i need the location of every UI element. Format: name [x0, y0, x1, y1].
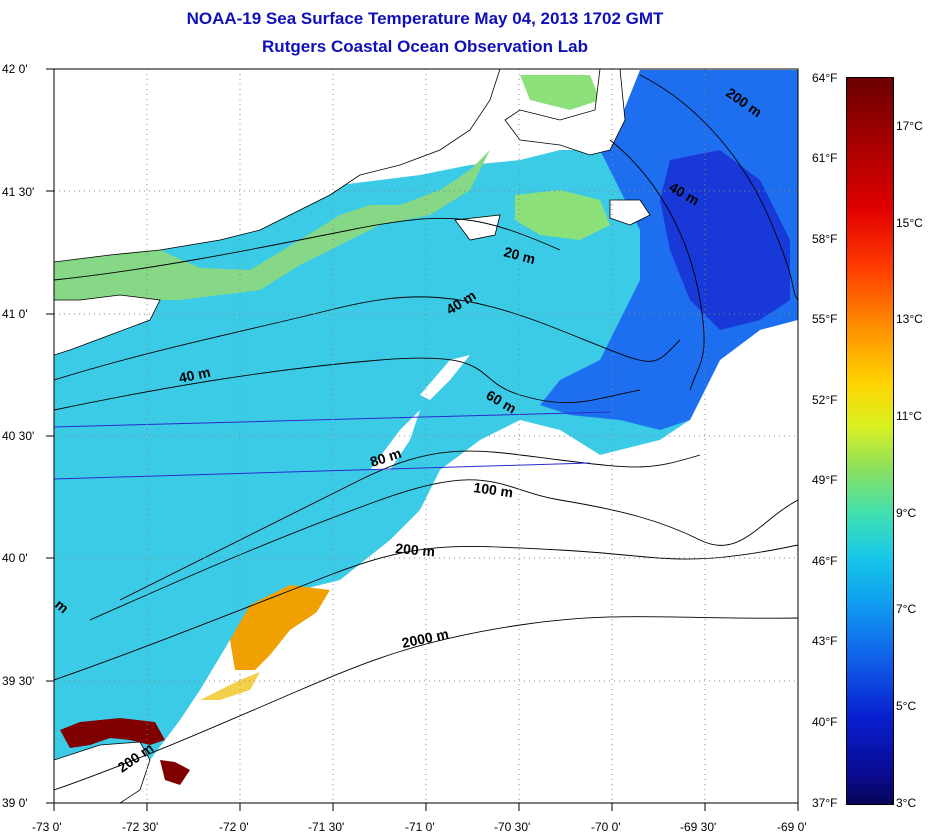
celsius-label: 5°C	[896, 699, 917, 713]
fahrenheit-label: 52°F	[812, 393, 838, 407]
cold-water-region	[540, 70, 798, 430]
lat-label: 40 0'	[2, 551, 28, 565]
fahrenheit-label: 64°F	[812, 71, 838, 85]
land-mass	[454, 214, 501, 241]
celsius-label: 3°C	[896, 796, 917, 810]
land-mass	[54, 294, 161, 356]
fahrenheit-label: 37°F	[812, 796, 838, 810]
map-subtitle: Rutgers Coastal Ocean Observation Lab	[262, 37, 588, 56]
coastal-warm-water	[520, 75, 600, 110]
lon-label: -72 30'	[122, 820, 159, 834]
lat-label: 41 0'	[2, 307, 28, 321]
warm-eddy-edge	[200, 672, 260, 700]
land-mass	[504, 69, 626, 156]
lat-label: 39 30'	[2, 674, 35, 688]
temperature-colorbar	[846, 77, 894, 805]
land-mass	[54, 69, 501, 263]
celsius-label: 13°C	[896, 312, 923, 326]
lon-label: -73 0'	[32, 820, 62, 834]
lon-label: -72 0'	[219, 820, 249, 834]
lat-label: 39 0'	[2, 796, 28, 810]
land-mass	[609, 199, 651, 226]
coastal-warm-water	[54, 150, 490, 310]
hot-water	[60, 718, 165, 748]
celsius-label: 7°C	[896, 602, 917, 616]
lon-label: -70 30'	[494, 820, 531, 834]
celsius-label: 11°C	[896, 409, 922, 423]
celsius-label: 17°C	[896, 119, 923, 133]
transect-line	[54, 462, 591, 480]
fahrenheit-label: 49°F	[812, 473, 838, 487]
cold-water-core	[660, 150, 790, 330]
fahrenheit-label: 61°F	[812, 151, 838, 165]
isobath-contours	[54, 74, 798, 791]
lon-label: -69 30'	[680, 820, 717, 834]
lat-lon-grid	[54, 69, 798, 803]
data-gap	[420, 355, 470, 400]
map-title: NOAA-19 Sea Surface Temperature May 04, …	[186, 9, 664, 28]
fahrenheit-label: 55°F	[812, 312, 838, 326]
isobath-label: 20 m	[502, 243, 537, 267]
warm-eddy	[230, 585, 330, 670]
fahrenheit-label: 46°F	[812, 554, 838, 568]
lon-label: -71 0'	[405, 820, 435, 834]
celsius-label: 9°C	[896, 506, 917, 520]
isobath-label: 40 m	[177, 364, 212, 386]
offshore-no-data	[180, 320, 798, 803]
lat-label: 42 0'	[2, 62, 28, 76]
data-gap	[370, 410, 420, 470]
lon-label: -71 30'	[308, 820, 345, 834]
lat-label: 40 30'	[2, 429, 35, 443]
fahrenheit-label: 40°F	[812, 715, 838, 729]
isobath-label: 200 m	[395, 540, 436, 559]
coastal-warm-water	[515, 190, 610, 240]
lon-label: -69 0'	[777, 820, 807, 834]
fahrenheit-label: 43°F	[812, 634, 838, 648]
lon-label: -70 0'	[591, 820, 621, 834]
isobath-label: 100 m	[473, 479, 515, 500]
celsius-label: 15°C	[896, 216, 923, 230]
hot-water	[160, 760, 190, 785]
axis-ticks	[46, 68, 799, 811]
lat-label: 41 30'	[2, 185, 35, 199]
fahrenheit-label: 58°F	[812, 232, 838, 246]
